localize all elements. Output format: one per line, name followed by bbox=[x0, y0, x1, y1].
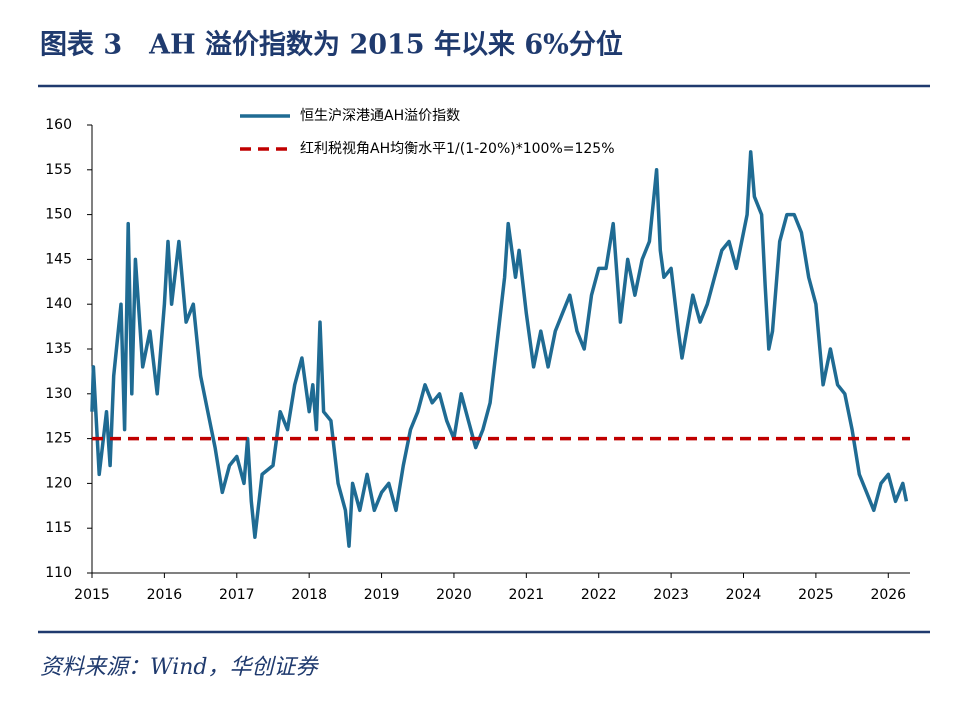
x-tick-label: 2023 bbox=[653, 587, 689, 603]
legend-label: 红利税视角AH均衡水平1/(1-20%)*100%=125% bbox=[300, 141, 615, 157]
source: 资料来源：Wind，华创证券 bbox=[40, 655, 320, 680]
series-line bbox=[90, 150, 909, 548]
y-tick-label: 150 bbox=[45, 207, 72, 223]
y-tick-label: 110 bbox=[45, 565, 72, 581]
x-tick-label: 2025 bbox=[798, 587, 834, 603]
y-tick-label: 125 bbox=[45, 431, 72, 447]
y-tick-label: 130 bbox=[45, 386, 72, 402]
y-tick-label: 145 bbox=[45, 251, 72, 267]
x-tick-label: 2024 bbox=[726, 587, 762, 603]
x-tick-label: 2017 bbox=[219, 587, 255, 603]
x-tick-label: 2019 bbox=[364, 587, 400, 603]
chart-title: 图表 3 AH 溢价指数为 2015 年以来 6%分位 bbox=[40, 29, 623, 61]
y-tick-label: 120 bbox=[45, 475, 72, 491]
x-tick-label: 2016 bbox=[147, 587, 183, 603]
x-tick-label: 2021 bbox=[509, 587, 545, 603]
x-tick-label: 2022 bbox=[581, 587, 617, 603]
y-tick-label: 135 bbox=[45, 341, 72, 357]
x-tick-label: 2018 bbox=[291, 587, 327, 603]
x-tick-label: 2026 bbox=[870, 587, 906, 603]
y-tick-label: 140 bbox=[45, 296, 72, 312]
y-tick-label: 160 bbox=[45, 117, 72, 133]
y-tick-label: 155 bbox=[45, 162, 72, 178]
x-tick-label: 2015 bbox=[74, 587, 110, 603]
x-tick-label: 2020 bbox=[436, 587, 472, 603]
legend-label: 恒生沪深港通AH溢价指数 bbox=[300, 108, 460, 124]
y-tick-label: 115 bbox=[45, 520, 72, 536]
